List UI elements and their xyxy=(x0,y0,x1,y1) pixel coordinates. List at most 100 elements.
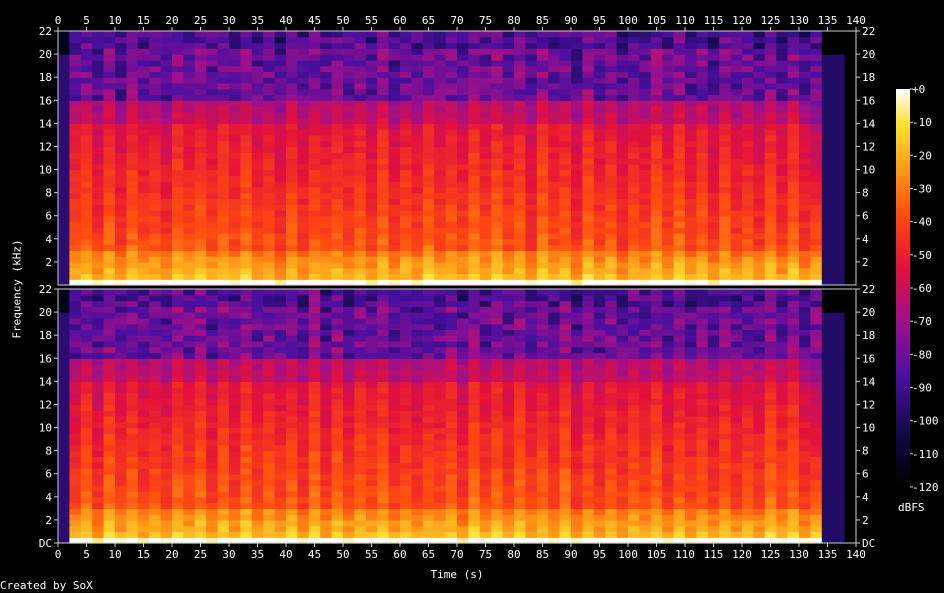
spectrogram-cell xyxy=(308,111,321,119)
spectrogram-cell xyxy=(571,163,583,171)
spectrogram-cell xyxy=(103,163,116,171)
spectrogram-cell xyxy=(742,186,754,194)
spectrogram-cell xyxy=(365,123,378,130)
spectrogram-cell xyxy=(422,369,435,377)
spectrogram-cell xyxy=(217,323,230,330)
spectrogram-cell xyxy=(593,198,606,205)
spectrogram-cell xyxy=(445,427,458,434)
spectrogram-cell xyxy=(217,300,230,307)
spectrogram-cell xyxy=(172,375,184,382)
spectrogram-cell xyxy=(320,462,333,469)
spectrogram-cell xyxy=(194,456,207,463)
spectrogram-cell xyxy=(434,169,447,176)
spectrogram-cell xyxy=(696,77,709,84)
spectrogram-cell xyxy=(80,514,93,521)
spectrogram-cell xyxy=(126,83,139,90)
spectrogram-cell xyxy=(400,468,412,475)
spectrogram-cell xyxy=(251,204,264,211)
spectrogram-cell xyxy=(605,88,618,96)
spectrogram-cell xyxy=(628,267,640,275)
spectrogram-cell xyxy=(172,317,184,325)
spectrogram-cell xyxy=(354,134,367,142)
spectrogram-cell xyxy=(149,439,162,446)
spectrogram-cell xyxy=(115,83,127,90)
spectrogram-cell xyxy=(229,210,241,217)
spectrogram-cell xyxy=(80,77,93,84)
spectrogram-cell xyxy=(308,123,321,130)
spectrogram-cell xyxy=(331,421,344,429)
spectrogram-cell xyxy=(92,94,105,101)
spectrogram-cell xyxy=(707,83,720,90)
spectrogram-cell xyxy=(377,473,390,481)
spectrogram-cell xyxy=(491,111,504,119)
spectrogram-cell xyxy=(799,36,811,44)
spectrogram-cell xyxy=(263,94,276,101)
spectrogram-cell xyxy=(320,117,333,124)
spectrogram-cell xyxy=(103,416,116,423)
spectrogram-cell xyxy=(251,233,264,240)
spectrogram-cell xyxy=(468,215,481,223)
spectrogram-cell xyxy=(445,111,458,119)
spectrogram-cell xyxy=(730,192,743,199)
spectrogram-cell xyxy=(58,163,70,171)
spectrogram-cell xyxy=(491,129,504,136)
spectrogram-cell xyxy=(582,279,595,286)
spectrogram-cell xyxy=(229,267,241,275)
spectrogram-cell xyxy=(388,152,401,159)
spectrogram-cell xyxy=(92,312,105,319)
spectrogram-cell xyxy=(274,163,287,171)
spectrogram-channel-1 xyxy=(58,31,857,286)
spectrogram-cell xyxy=(639,261,652,269)
spectrogram-cell xyxy=(240,204,253,211)
spectrogram-cell xyxy=(833,65,846,72)
spectrogram-cell xyxy=(365,227,378,234)
spectrogram-cell xyxy=(548,256,561,263)
spectrogram-cell xyxy=(639,238,652,246)
spectrogram-cell xyxy=(457,537,469,544)
spectrogram-cell xyxy=(320,410,333,417)
spectrogram-cell xyxy=(308,450,321,457)
spectrogram-cell xyxy=(685,181,697,188)
spectrogram-cell xyxy=(559,54,572,61)
spectrogram-cell xyxy=(514,306,526,313)
spectrogram-cell xyxy=(251,335,264,342)
spectrogram-cell xyxy=(263,364,276,371)
spectrogram-cell xyxy=(126,387,139,394)
spectrogram-cell xyxy=(479,496,492,504)
spectrogram-cell xyxy=(445,531,458,538)
spectrogram-cell xyxy=(536,312,549,319)
spectrogram-cell xyxy=(445,233,458,240)
spectrogram-cell xyxy=(810,71,823,78)
spectrogram-cell xyxy=(137,273,150,280)
spectrogram-cell xyxy=(297,94,310,101)
spectrogram-cell xyxy=(548,519,561,527)
spectrogram-cell xyxy=(479,250,492,257)
spectrogram-cell xyxy=(126,54,139,61)
spectrogram-cell xyxy=(628,210,640,217)
spectrogram-cell xyxy=(673,65,686,72)
spectrogram-cell xyxy=(137,261,150,269)
spectrogram-cell xyxy=(331,364,344,371)
spectrogram-cell xyxy=(343,514,355,521)
spectrogram-cell xyxy=(69,210,82,217)
spectrogram-cell xyxy=(126,31,139,38)
spectrogram-cell xyxy=(354,381,367,388)
spectrogram-cell xyxy=(434,192,447,199)
spectrogram-cell xyxy=(217,352,230,359)
spectrogram-cell xyxy=(685,129,697,136)
spectrogram-cell xyxy=(240,111,253,119)
spectrogram-cell xyxy=(251,410,264,417)
spectrogram-cell xyxy=(571,210,583,217)
spectrogram-cell xyxy=(411,300,424,307)
spectrogram-cell xyxy=(536,462,549,469)
spectrogram-cell xyxy=(286,410,298,417)
spectrogram-cell xyxy=(80,244,93,251)
spectrogram-cell xyxy=(422,215,435,223)
spectrogram-cell xyxy=(821,163,834,171)
spectrogram-cell xyxy=(548,31,561,38)
spectrogram-cell xyxy=(115,250,127,257)
spectrogram-cell xyxy=(217,117,230,124)
spectrogram-cell xyxy=(810,261,823,269)
spectrogram-cell xyxy=(696,267,709,275)
spectrogram-cell xyxy=(217,169,230,176)
